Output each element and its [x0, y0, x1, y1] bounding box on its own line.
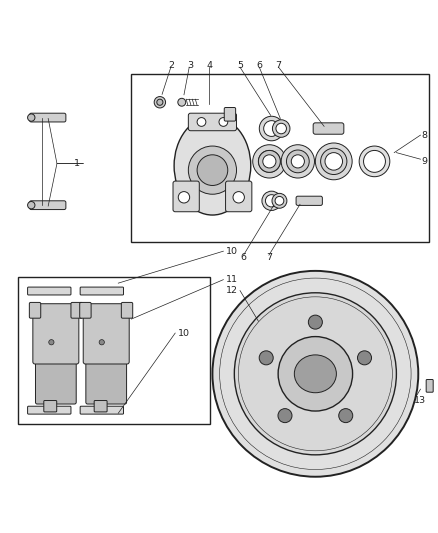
FancyBboxPatch shape [80, 287, 124, 295]
FancyBboxPatch shape [29, 302, 41, 318]
Text: 7: 7 [276, 61, 282, 69]
FancyBboxPatch shape [80, 302, 91, 318]
Circle shape [325, 152, 343, 170]
FancyBboxPatch shape [80, 406, 124, 414]
Text: 10: 10 [178, 328, 190, 337]
Circle shape [286, 150, 309, 173]
Text: 11: 11 [226, 275, 238, 284]
Circle shape [272, 120, 290, 138]
Circle shape [259, 351, 273, 365]
Text: 6: 6 [256, 61, 262, 69]
FancyBboxPatch shape [121, 302, 133, 318]
Text: 2: 2 [168, 61, 174, 69]
Text: 6: 6 [240, 253, 247, 262]
Circle shape [339, 409, 353, 423]
Text: 8: 8 [422, 131, 428, 140]
Circle shape [291, 155, 304, 168]
Circle shape [219, 118, 228, 126]
Circle shape [212, 271, 418, 477]
Bar [18, 278, 210, 424]
Text: 9: 9 [422, 157, 428, 166]
FancyBboxPatch shape [29, 201, 66, 209]
Circle shape [234, 293, 396, 455]
Circle shape [258, 150, 280, 172]
Circle shape [262, 191, 281, 211]
Circle shape [28, 114, 35, 122]
Circle shape [28, 201, 35, 209]
Circle shape [99, 340, 104, 345]
Circle shape [263, 155, 276, 168]
Circle shape [278, 336, 353, 411]
FancyBboxPatch shape [313, 123, 344, 134]
Bar [131, 74, 429, 243]
Circle shape [278, 409, 292, 423]
FancyBboxPatch shape [83, 304, 129, 364]
Circle shape [197, 155, 228, 185]
Circle shape [233, 191, 244, 203]
Circle shape [308, 315, 322, 329]
Circle shape [178, 98, 186, 106]
FancyBboxPatch shape [426, 379, 433, 392]
Circle shape [197, 118, 206, 126]
FancyBboxPatch shape [86, 360, 127, 404]
FancyBboxPatch shape [224, 108, 236, 121]
FancyBboxPatch shape [173, 181, 199, 212]
FancyBboxPatch shape [28, 406, 71, 414]
Text: 1: 1 [74, 159, 80, 168]
Circle shape [275, 197, 284, 205]
Circle shape [264, 120, 279, 136]
Ellipse shape [174, 117, 251, 215]
Circle shape [178, 191, 190, 203]
Text: 13: 13 [414, 395, 427, 405]
Circle shape [265, 195, 278, 207]
Text: 12: 12 [226, 286, 238, 295]
Text: 5: 5 [237, 61, 243, 69]
FancyBboxPatch shape [188, 113, 237, 131]
FancyBboxPatch shape [44, 400, 57, 412]
Text: 10: 10 [226, 247, 238, 256]
Circle shape [281, 145, 314, 178]
Circle shape [49, 340, 54, 345]
Circle shape [357, 351, 371, 365]
Ellipse shape [294, 355, 336, 393]
Text: 4: 4 [206, 61, 212, 69]
Circle shape [259, 116, 284, 141]
Circle shape [288, 151, 308, 172]
Circle shape [322, 150, 346, 173]
FancyBboxPatch shape [35, 360, 76, 404]
FancyBboxPatch shape [28, 287, 71, 295]
Circle shape [154, 96, 166, 108]
Circle shape [188, 146, 237, 194]
FancyBboxPatch shape [71, 302, 82, 318]
FancyBboxPatch shape [94, 400, 107, 412]
Text: 3: 3 [187, 61, 194, 69]
Circle shape [359, 146, 390, 177]
Circle shape [157, 99, 163, 106]
FancyBboxPatch shape [296, 196, 322, 205]
Circle shape [253, 145, 286, 178]
Text: 7: 7 [266, 253, 272, 262]
FancyBboxPatch shape [29, 113, 66, 122]
Circle shape [258, 150, 280, 172]
Circle shape [364, 150, 385, 172]
Circle shape [276, 123, 286, 134]
FancyBboxPatch shape [33, 304, 79, 364]
Circle shape [315, 143, 352, 180]
Circle shape [321, 148, 347, 174]
FancyBboxPatch shape [226, 181, 252, 212]
Circle shape [272, 193, 287, 208]
